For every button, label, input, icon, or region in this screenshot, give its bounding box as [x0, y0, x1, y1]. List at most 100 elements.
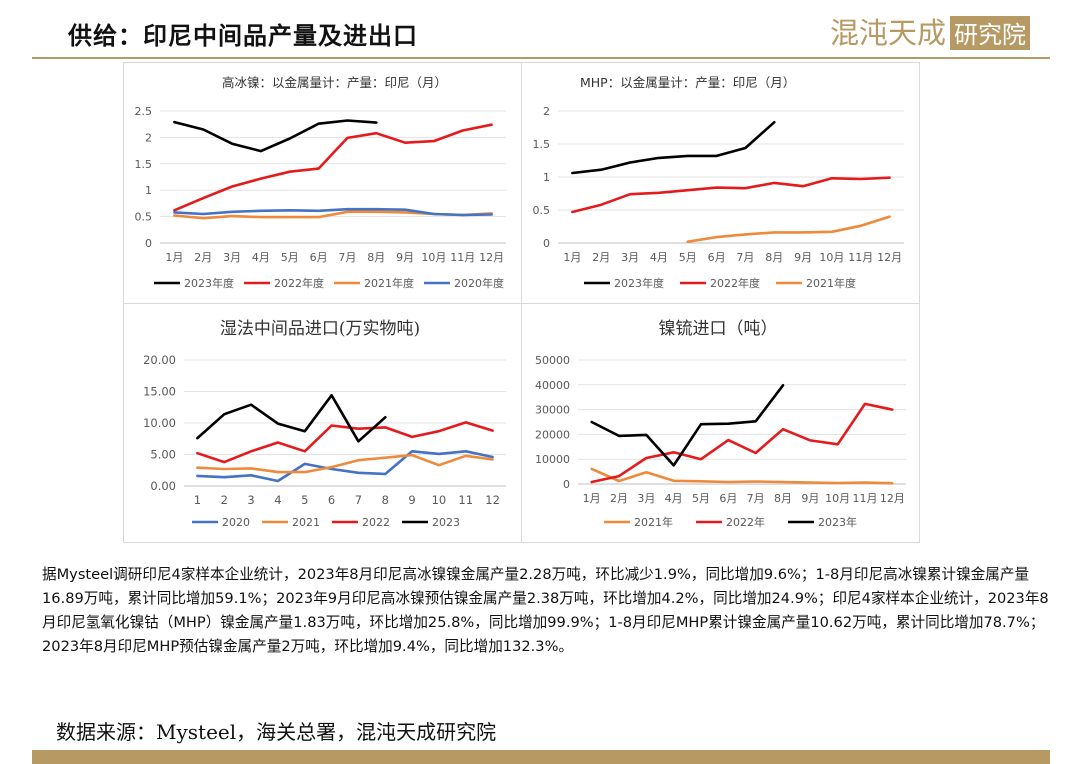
y-tick-label: 20000	[535, 428, 570, 441]
x-tick-label: 2月	[592, 251, 610, 264]
x-tick-label: 5月	[692, 492, 710, 505]
x-tick-label: 6月	[719, 492, 737, 505]
legend-label: 2023年度	[184, 276, 234, 290]
legend-label: 2021年	[634, 515, 673, 529]
series-line-2021	[196, 453, 494, 474]
chart-title: 高冰镍：以金属量计：产量：印尼（月）	[222, 75, 447, 90]
x-tick-label: 3月	[621, 251, 639, 264]
chart-nickel-matte-imports: 镍锍进口（吨） 0 10000 20000 30000 40000 50000 1月 2月 3月 4…	[521, 303, 920, 543]
x-tick-label: 2月	[194, 251, 212, 264]
x-tick-label: 6月	[708, 251, 726, 264]
series-line-2023年度	[571, 120, 776, 175]
y-tick-label: 0.5	[135, 211, 153, 224]
x-tick-label: 8月	[765, 251, 783, 264]
series-line-2023年	[590, 384, 785, 467]
x-tick-label: 5月	[281, 251, 299, 264]
y-tick-label: 1	[543, 171, 550, 184]
x-tick-label: 6	[328, 493, 335, 507]
x-tick-label: 7月	[736, 251, 754, 264]
y-tick-label: 30000	[535, 404, 570, 417]
chart-svg: 高冰镍：以金属量计：产量：印尼（月） 0 0.5 1 1.5 2 2.5 1月 2月 3月 4月 5月…	[135, 75, 506, 290]
legend-label: 2020	[222, 516, 250, 529]
chart-wet-intermediate-imports: 湿法中间品进口(万实物吨) 0.00 5.00 10.00 15.00 20.00 1 2 3 4…	[123, 303, 522, 543]
x-tick-label: 1	[194, 493, 201, 507]
legend-label: 2021	[292, 516, 320, 529]
x-tick-label: 10月	[421, 251, 446, 264]
legend-label: 2023年	[818, 515, 857, 529]
svg-text:研究院: 研究院	[954, 21, 1026, 49]
series-line-2022年度	[571, 176, 891, 214]
series-line-2021年	[590, 467, 894, 485]
y-tick-label: 0.5	[533, 204, 551, 217]
header-divider	[32, 57, 1050, 59]
series-line-2023年度	[173, 119, 378, 153]
y-tick-label: 5.00	[150, 448, 176, 462]
chart-title: 湿法中间品进口(万实物吨)	[220, 319, 420, 339]
x-tick-label: 11月	[848, 251, 873, 264]
x-tick-label: 8月	[367, 251, 385, 264]
y-tick-label: 2	[543, 105, 550, 118]
x-tick-label: 2	[221, 493, 228, 507]
x-tick-label: 1月	[165, 251, 183, 264]
y-tick-label: 10.00	[143, 416, 176, 430]
data-source: 数据来源：Mysteel，海关总署，混沌天成研究院	[56, 720, 497, 744]
x-tick-label: 11月	[450, 251, 475, 264]
x-tick-label: 7	[355, 493, 362, 507]
y-tick-label: 0	[563, 478, 570, 491]
series-line-2020	[196, 450, 494, 483]
x-tick-label: 8	[382, 493, 389, 507]
series-line-2021年度	[686, 215, 891, 243]
page-title: 供给：印尼中间品产量及进出口	[68, 21, 418, 50]
x-tick-label: 10月	[825, 492, 850, 505]
legend-label: 2021年度	[364, 276, 414, 290]
y-tick-label: 2	[145, 131, 152, 144]
y-tick-label: 15.00	[143, 385, 176, 399]
footer-bar	[32, 750, 1050, 764]
x-tick-label: 12月	[880, 492, 905, 505]
x-tick-label: 4月	[665, 492, 683, 505]
x-tick-label: 1月	[583, 492, 601, 505]
company-logo: 混沌天成 研究院	[830, 16, 1030, 50]
series-line-2022年度	[173, 123, 493, 212]
x-tick-label: 7月	[747, 492, 765, 505]
series-line-2020年度	[173, 207, 493, 217]
legend-label: 2023年度	[614, 276, 664, 290]
x-tick-label: 4	[274, 493, 281, 507]
y-tick-label: 0	[145, 237, 152, 250]
legend-label: 2022年度	[710, 276, 760, 290]
series-line-2022年	[590, 402, 894, 484]
y-tick-label: 2.5	[135, 105, 153, 118]
x-tick-label: 7月	[338, 251, 356, 264]
svg-text:混沌天成: 混沌天成	[830, 16, 946, 50]
chart-mhp-output: MHP：以金属量计：产量：印尼（月） 0 0.5 1 1.5 2 1月 2月 3月 4月 5月 6月 7…	[521, 62, 920, 304]
x-tick-label: 9月	[396, 251, 414, 264]
series-line-2023	[196, 394, 387, 443]
y-tick-label: 0	[543, 237, 550, 250]
x-tick-label: 11	[458, 493, 473, 507]
series-line-2022	[196, 421, 494, 464]
summary-paragraph: 据Mysteel调研印尼4家样本企业统计，2023年8月印尼高冰镍镍金属产量2.…	[42, 566, 1049, 655]
x-tick-label: 12月	[877, 251, 902, 264]
legend-label: 2022年	[726, 515, 765, 529]
chart-svg: MHP：以金属量计：产量：印尼（月） 0 0.5 1 1.5 2 1月 2月 3月 4月 5月 6月 7…	[533, 75, 904, 290]
x-tick-label: 2月	[610, 492, 628, 505]
x-tick-label: 3月	[637, 492, 655, 505]
y-tick-label: 10000	[535, 453, 570, 466]
chart-svg: 镍锍进口（吨） 0 10000 20000 30000 40000 50000 1月 2月 3月 4…	[535, 319, 906, 529]
x-tick-label: 6月	[310, 251, 328, 264]
x-tick-label: 5	[301, 493, 308, 507]
legend-label: 2021年度	[806, 276, 856, 290]
x-tick-label: 4月	[650, 251, 668, 264]
x-tick-label: 9月	[801, 492, 819, 505]
chart-title: 镍锍进口（吨）	[659, 319, 778, 339]
y-tick-label: 1.5	[533, 138, 551, 151]
y-tick-label: 1.5	[135, 158, 153, 171]
legend-label: 2022年度	[274, 276, 324, 290]
x-tick-label: 11月	[853, 492, 878, 505]
chart-nickel-matte-output: 高冰镍：以金属量计：产量：印尼（月） 0 0.5 1 1.5 2 2.5 1月 2月 3月 4月 5月…	[123, 62, 522, 304]
y-tick-label: 50000	[535, 354, 570, 367]
y-tick-label: 20.00	[143, 353, 176, 367]
x-tick-label: 12月	[479, 251, 504, 264]
x-tick-label: 12	[485, 493, 500, 507]
